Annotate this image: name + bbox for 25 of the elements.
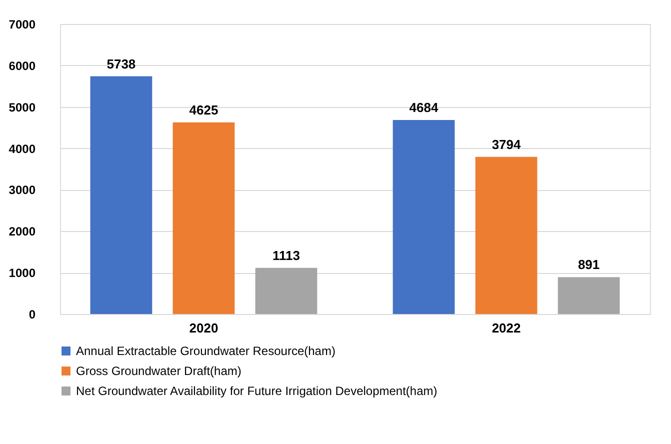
- y-tick-label: 6000: [8, 58, 36, 73]
- data-label: 4625: [189, 102, 218, 118]
- bar: [558, 277, 620, 314]
- bar: [172, 122, 235, 314]
- data-label: 3794: [492, 136, 522, 152]
- bar: [392, 120, 455, 314]
- data-label: 5738: [106, 56, 136, 72]
- y-tick-label: 1000: [8, 266, 36, 280]
- x-tick-label: 2020: [189, 320, 218, 336]
- y-tick-label: 3000: [8, 183, 36, 198]
- legend-label: Net Groundwater Availability for Future Irrigation Development(ham): [76, 384, 438, 398]
- y-tick-label: 2000: [8, 224, 36, 239]
- y-tick-label: 5000: [8, 100, 36, 114]
- y-tick-label: 0: [28, 308, 36, 322]
- y-tick-label: 4000: [8, 142, 36, 156]
- x-tick-label: 2022: [492, 320, 521, 336]
- bar: [90, 76, 152, 314]
- data-label: 891: [578, 257, 600, 272]
- bar: [255, 268, 318, 314]
- bar: [475, 156, 538, 314]
- data-label: 4684: [409, 100, 439, 115]
- legend-label: Annual Extractable Groundwater Resource(ham): [76, 344, 336, 358]
- y-tick-label: 7000: [8, 18, 36, 32]
- data-label: 1113: [272, 248, 300, 263]
- legend-label: Gross Groundwater Draft(ham): [76, 364, 242, 378]
